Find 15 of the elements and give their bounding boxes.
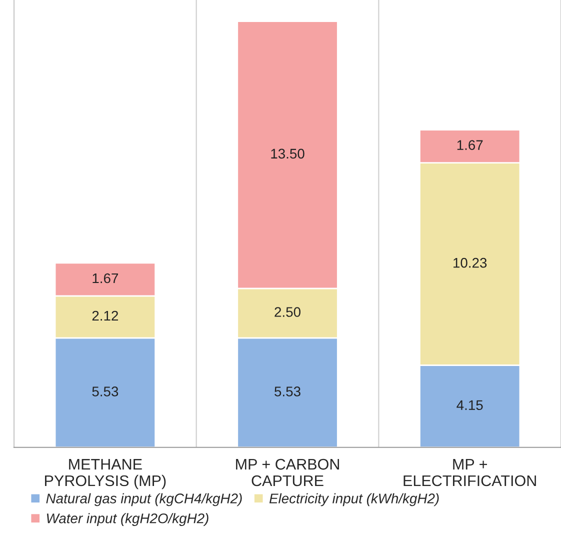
data-label: 2.12 (92, 310, 118, 321)
x-tick-label: MP + CARBON CAPTURE (236, 458, 339, 486)
legend-label: Water input (kgH2O/kgH2) (47, 513, 208, 526)
x-tick-label: MP + ELECTRIFICATION (404, 459, 536, 486)
data-label: 10.23 (454, 258, 487, 268)
data-label: 13.50 (271, 148, 304, 159)
legend-label: Electricity input (kWh/kgH2) (269, 493, 439, 506)
data-label: 4.15 (456, 400, 483, 410)
data-label: 1.67 (92, 273, 118, 284)
data-label: 1.67 (457, 140, 483, 150)
x-tick-label: METHANE PYROLYSIS (MP) (45, 459, 166, 490)
data-label: 5.53 (274, 386, 300, 396)
legend-label: Natural gas input (kgCH4/kgH2) (46, 493, 242, 506)
data-label: 2.50 (274, 307, 300, 317)
data-label: 5.53 (92, 386, 118, 396)
